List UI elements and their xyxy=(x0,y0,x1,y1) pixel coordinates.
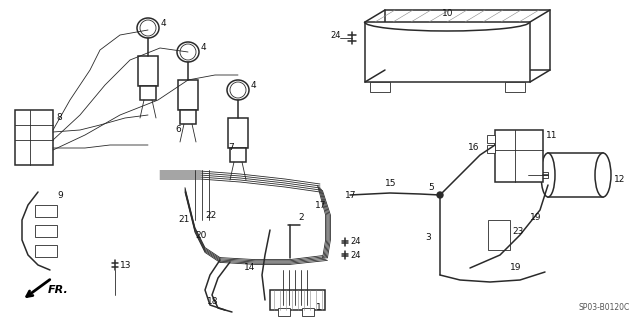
Bar xyxy=(487,145,495,153)
Bar xyxy=(487,135,495,143)
Text: 13: 13 xyxy=(120,261,131,270)
Text: 7: 7 xyxy=(228,144,234,152)
Bar xyxy=(365,22,530,82)
Text: 17: 17 xyxy=(315,201,326,210)
Text: 12: 12 xyxy=(614,175,625,184)
Text: 24: 24 xyxy=(330,32,340,41)
Bar xyxy=(35,205,57,217)
Text: SP03-B0120C: SP03-B0120C xyxy=(579,303,630,312)
Bar xyxy=(35,225,57,237)
Bar xyxy=(495,130,543,182)
Text: 6: 6 xyxy=(175,125,180,135)
Bar xyxy=(302,308,314,316)
Text: 24: 24 xyxy=(350,250,360,259)
Bar xyxy=(35,245,57,257)
Bar xyxy=(278,308,290,316)
Text: 16: 16 xyxy=(468,144,479,152)
Bar xyxy=(528,172,548,178)
Text: 2: 2 xyxy=(298,213,303,222)
Bar xyxy=(370,82,390,92)
Text: 17: 17 xyxy=(345,190,356,199)
Bar xyxy=(505,82,525,92)
Text: 20: 20 xyxy=(195,231,206,240)
Ellipse shape xyxy=(137,18,159,38)
Text: 14: 14 xyxy=(244,263,255,272)
Text: 4: 4 xyxy=(251,80,257,90)
Bar xyxy=(15,110,53,165)
Text: 10: 10 xyxy=(442,10,454,19)
Text: FR.: FR. xyxy=(48,285,68,295)
Text: 21: 21 xyxy=(178,216,189,225)
Text: 22: 22 xyxy=(205,211,216,219)
Text: 4: 4 xyxy=(161,19,166,27)
Text: 4: 4 xyxy=(201,42,207,51)
Text: 3: 3 xyxy=(425,234,431,242)
Bar xyxy=(270,290,325,310)
Text: 18: 18 xyxy=(207,298,218,307)
Text: 19: 19 xyxy=(530,213,541,222)
Text: 24: 24 xyxy=(350,238,360,247)
Text: 11: 11 xyxy=(546,130,557,139)
Bar xyxy=(178,80,198,110)
Bar xyxy=(230,148,246,162)
Text: 23: 23 xyxy=(512,227,524,236)
Text: 19: 19 xyxy=(510,263,522,272)
Ellipse shape xyxy=(227,80,249,100)
Text: 15: 15 xyxy=(385,179,397,188)
Text: 1: 1 xyxy=(316,303,322,313)
Bar xyxy=(385,10,550,70)
Circle shape xyxy=(437,192,443,198)
Ellipse shape xyxy=(177,42,199,62)
Text: 9: 9 xyxy=(57,190,63,199)
Bar xyxy=(488,220,510,250)
Bar xyxy=(138,56,158,86)
Text: 5: 5 xyxy=(428,183,434,192)
Text: 8: 8 xyxy=(56,114,61,122)
Bar xyxy=(548,153,603,197)
Bar xyxy=(180,110,196,124)
Bar xyxy=(140,86,156,100)
Bar xyxy=(228,118,248,148)
Ellipse shape xyxy=(595,153,611,197)
Ellipse shape xyxy=(541,153,555,197)
